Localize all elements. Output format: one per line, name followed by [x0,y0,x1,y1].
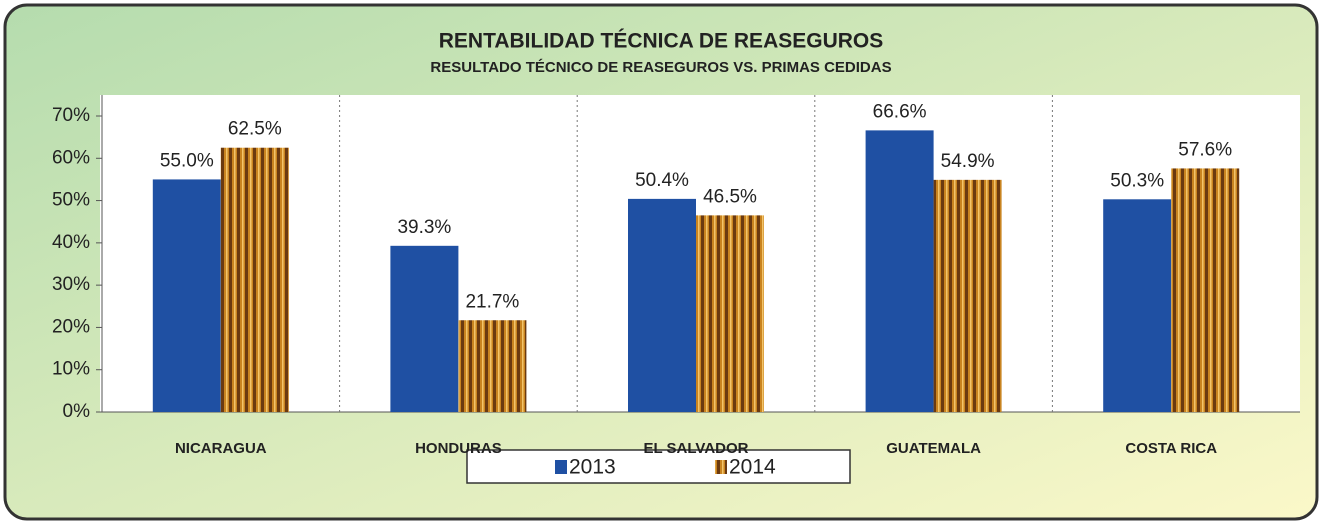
bar [628,198,696,412]
bar [458,320,527,412]
legend-swatch [555,460,567,474]
x-tick-label: COSTA RICA [1125,440,1217,457]
value-label: 46.5% [703,186,757,207]
y-tick-label: 30% [52,274,90,295]
bar [696,215,764,412]
bar [390,245,459,412]
chart-title: RENTABILIDAD TÉCNICA DE REASEGUROS [439,30,884,53]
value-label: 39.3% [397,217,451,238]
value-label: 50.4% [635,170,689,191]
y-tick-label: 40% [52,232,90,253]
value-label: 66.6% [873,101,927,122]
bar [152,179,221,412]
legend-label: 2014 [729,456,776,479]
bar [865,130,934,412]
x-tick-label: EL SALVADOR [643,440,748,457]
y-tick-label: 20% [52,316,90,337]
value-label: 62.5% [228,119,282,140]
bar [933,179,1002,412]
value-label: 21.7% [465,291,519,312]
chart-subtitle: RESULTADO TÉCNICO DE REASEGUROS VS. PRIM… [430,59,891,76]
value-label: 50.3% [1110,170,1164,191]
x-tick-label: NICARAGUA [175,440,267,457]
value-label: 54.9% [941,151,995,172]
y-tick-label: 0% [63,401,91,422]
x-tick-label: HONDURAS [415,440,502,457]
legend-swatch [715,460,727,474]
legend [466,449,851,484]
y-tick-label: 10% [52,359,90,380]
bar [1171,168,1240,412]
bar [1103,199,1172,412]
y-tick-label: 60% [52,147,90,168]
bar [220,147,289,412]
value-label: 57.6% [1178,139,1232,160]
x-tick-label: GUATEMALA [886,440,981,457]
legend-label: 2013 [569,456,616,479]
y-tick-label: 50% [52,190,90,211]
value-label: 55.0% [160,150,214,171]
y-tick-label: 70% [52,105,90,126]
